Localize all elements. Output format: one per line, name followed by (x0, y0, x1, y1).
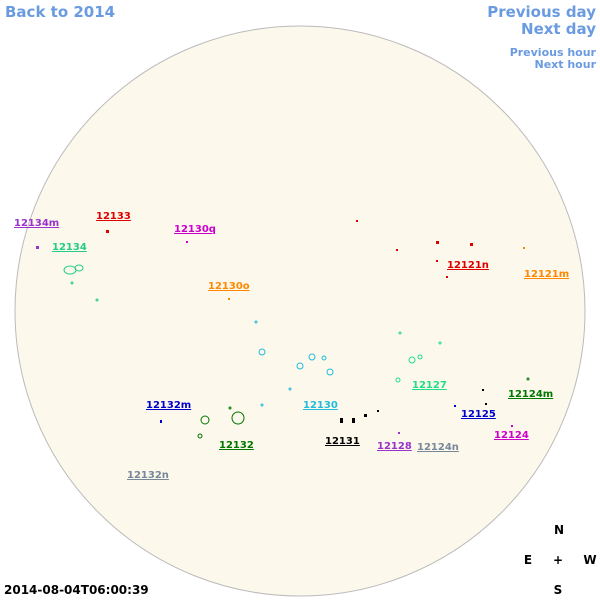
region-label[interactable]: 12130q (174, 224, 216, 235)
compass-center: + (553, 553, 563, 567)
region-label[interactable]: 12125 (461, 409, 496, 420)
compass: N E + W S (524, 523, 597, 597)
region-label[interactable]: 12133 (96, 211, 131, 222)
next-day-link[interactable]: Next day (521, 20, 596, 38)
compass-north: N (554, 523, 564, 537)
region-label[interactable]: 12128 (377, 441, 412, 452)
region-label[interactable]: 12124 (494, 430, 529, 441)
compass-south: S (554, 583, 563, 597)
region-label[interactable]: 12132 (219, 440, 254, 451)
previous-hour-link[interactable]: Previous hour (510, 46, 597, 59)
region-label[interactable]: 12121m (524, 269, 569, 280)
region-label[interactable]: 12121n (447, 260, 489, 271)
region-label[interactable]: 12130 (303, 400, 338, 411)
region-label[interactable]: 12131 (325, 436, 360, 447)
solar-disk (14, 25, 586, 597)
previous-day-link[interactable]: Previous day (487, 3, 596, 21)
timestamp: 2014-08-04T06:00:39 (4, 583, 149, 597)
region-label[interactable]: 12130o (208, 281, 250, 292)
region-label[interactable]: 12124m (508, 389, 553, 400)
region-labels: 12134m 12133 12134 12130q 12121n 12121m … (14, 211, 569, 481)
compass-east: E (524, 553, 532, 567)
sunspots (36, 220, 530, 439)
region-label[interactable]: 12132m (146, 400, 191, 411)
region-label[interactable]: 12124n (417, 442, 459, 453)
region-label[interactable]: 12134m (14, 218, 59, 229)
compass-west: W (583, 553, 596, 567)
region-label[interactable]: 12127 (412, 380, 447, 391)
region-label[interactable]: 12134 (52, 242, 87, 253)
back-link[interactable]: Back to 2014 (5, 3, 115, 21)
next-hour-link[interactable]: Next hour (535, 58, 597, 71)
region-label[interactable]: 12132n (127, 470, 169, 481)
